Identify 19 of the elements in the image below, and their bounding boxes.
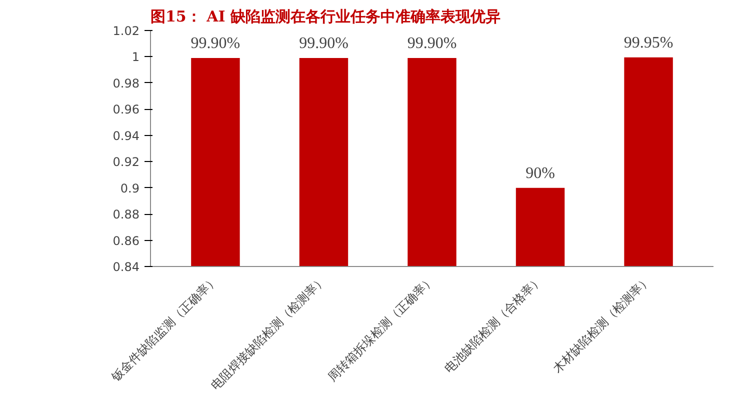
data-label: 99.90% [407,35,457,52]
y-tick-label: 0.94 [112,128,140,143]
data-label: 99.95% [624,34,674,52]
y-tick-label: 0.86 [112,234,140,248]
y-tick-label: 0.9 [120,181,140,196]
x-tick-label: 周转箱拆垛检测（正确率） [325,272,437,384]
y-tick-label: 0.92 [112,155,140,170]
data-label: 99.90% [299,35,348,52]
y-tick-label: 0.84 [112,260,140,274]
y-tick-label: 0.98 [112,76,140,90]
x-tick-label: 木材缺陷检测（检测率） [550,272,654,376]
data-label: 90% [526,164,555,182]
x-tick-label: 电池缺陷检测（合格率） [442,272,546,376]
chart-title: 图15： AI 缺陷监测在各行业任务中准确率表现优异 [150,8,500,26]
y-tick-label: 0.88 [112,208,140,222]
y-tick-label: 0.96 [112,102,140,117]
y-tick-label: 1 [132,50,140,64]
data-label: 99.90% [190,35,240,52]
y-tick-label: 1.02 [112,24,140,38]
